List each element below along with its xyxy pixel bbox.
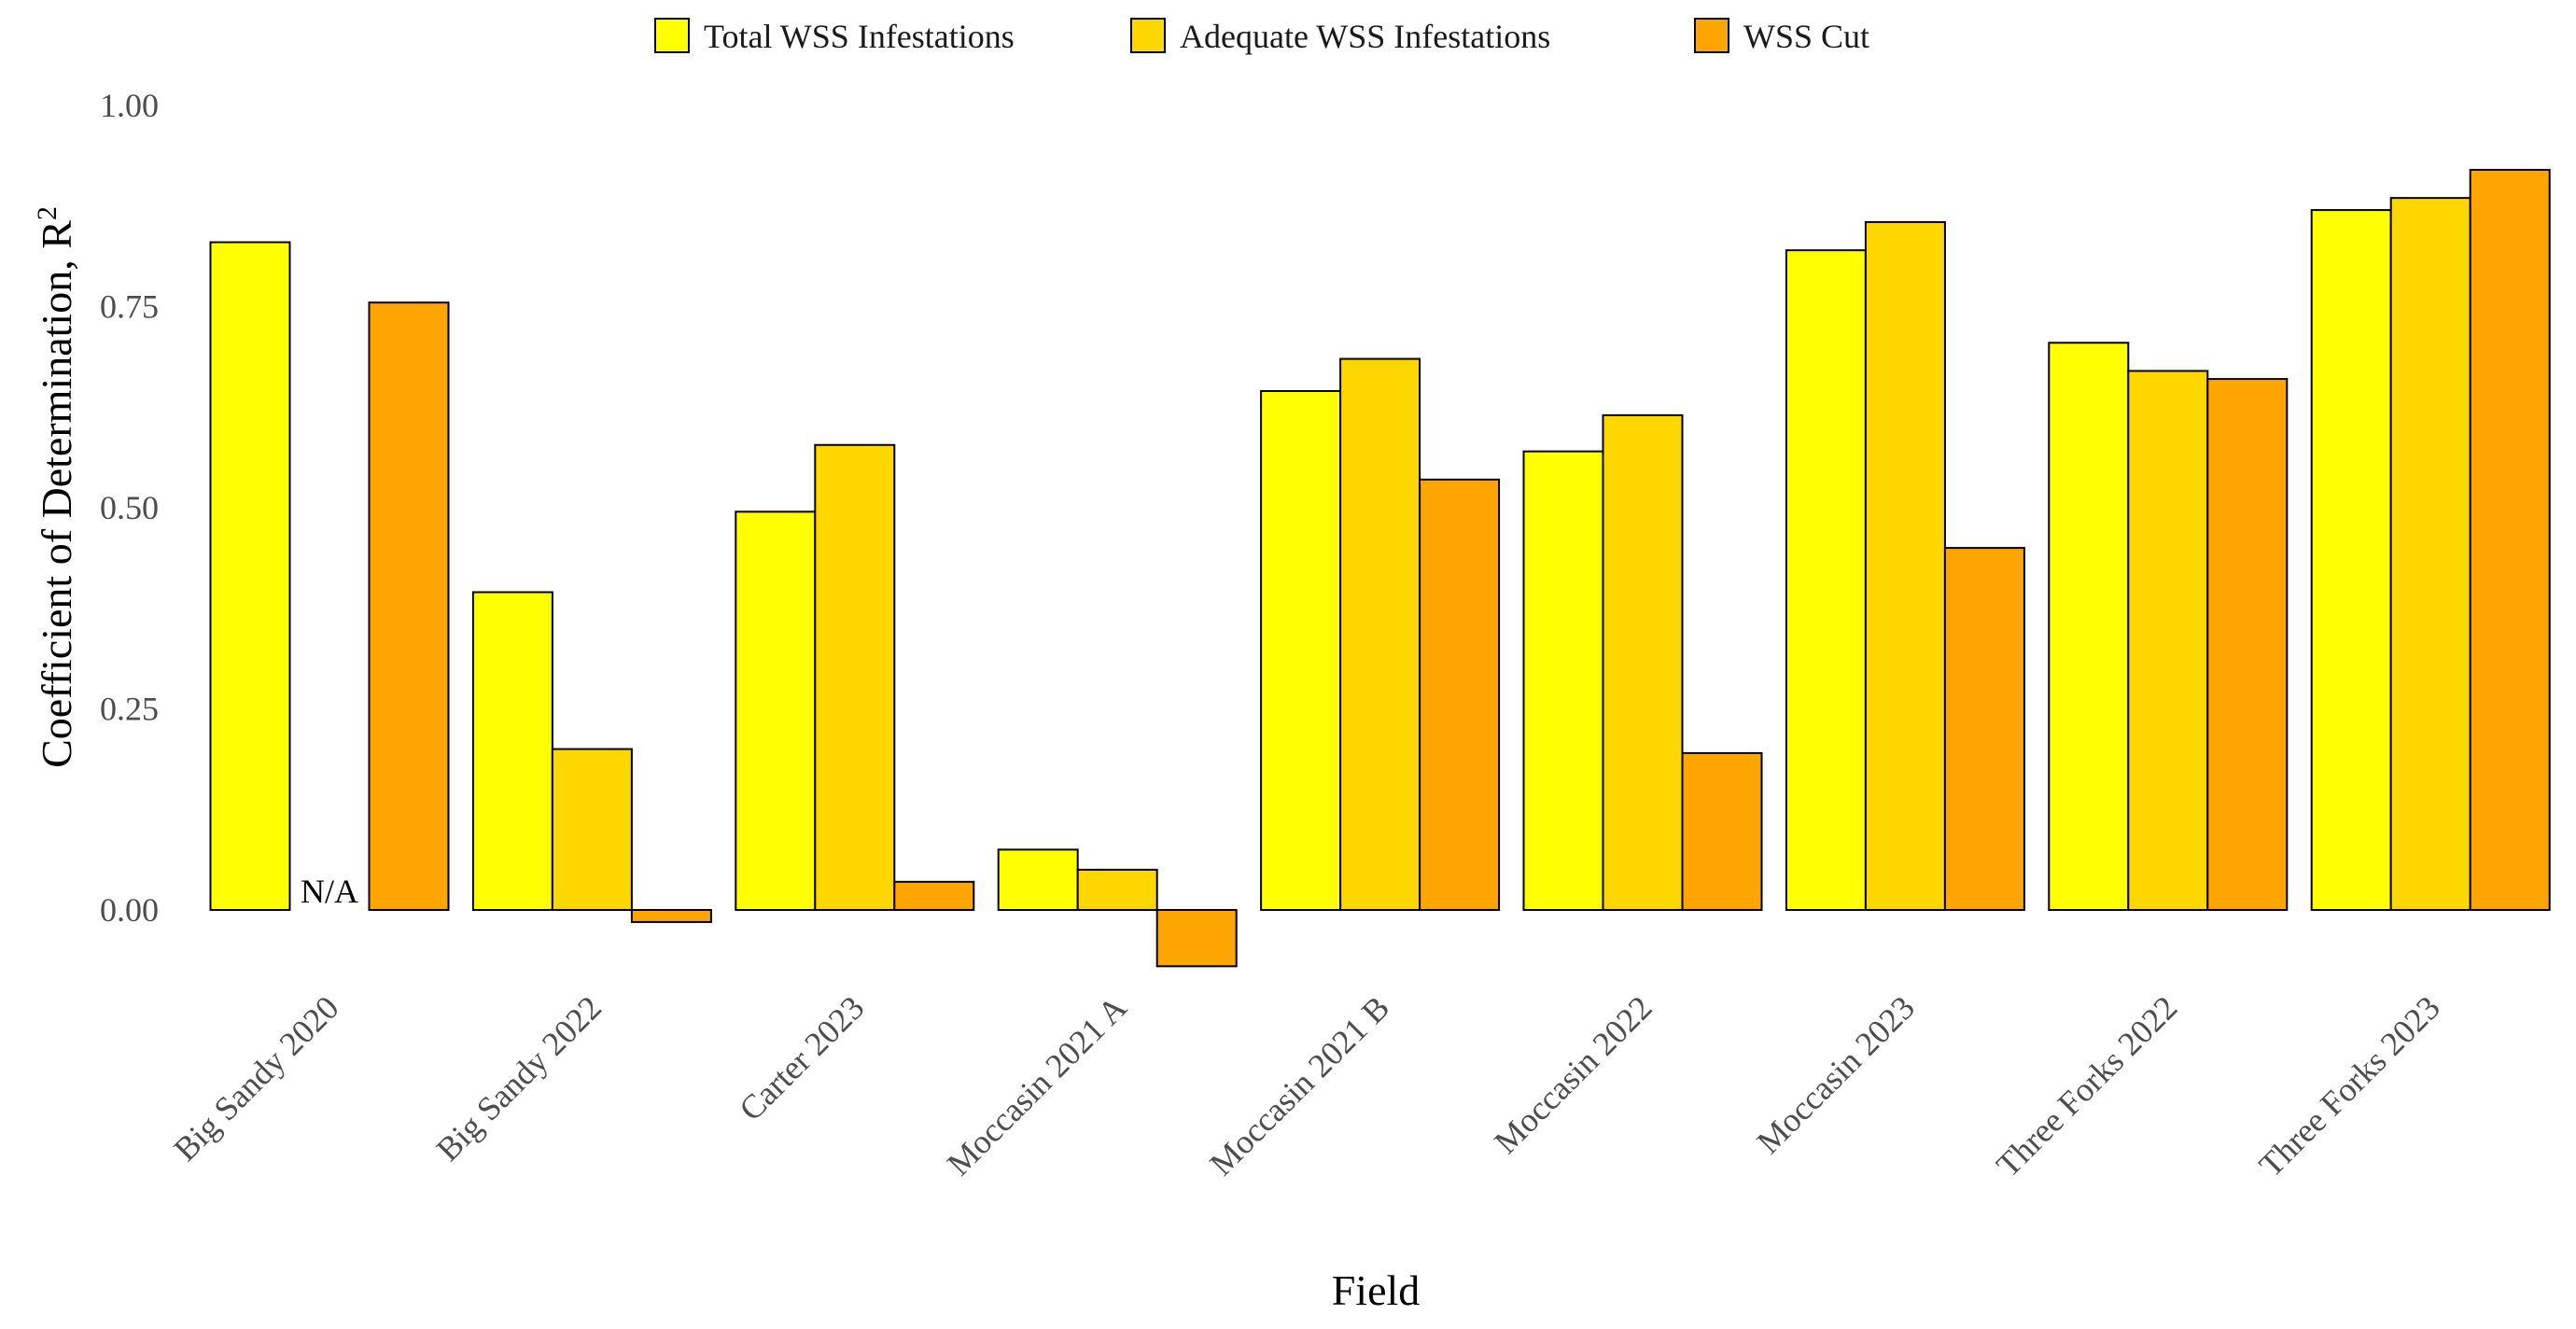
bar-wss-cut [2469, 168, 2551, 911]
bar-wss-cut [1943, 547, 2025, 911]
bar-wss-cut [2206, 378, 2289, 911]
legend: Total WSS Infestations Adequate WSS Infes… [654, 18, 1869, 55]
y-tick-label: 1.00 [100, 87, 159, 124]
y-tick-label: 0.25 [100, 691, 159, 728]
x-tick-label: Big Sandy 2022 [429, 988, 609, 1168]
bar-adequate-wss-infestations [1076, 868, 1158, 912]
legend-label: Adequate WSS Infestations [1180, 18, 1550, 55]
x-tick-label: Carter 2023 [732, 988, 871, 1127]
x-tick-label: Moccasin 2022 [1487, 988, 1659, 1161]
y-tick-label: 0.00 [100, 891, 159, 929]
bar-adequate-wss-infestations [2127, 370, 2209, 911]
na-annotation: N/A [301, 873, 358, 910]
legend-label: WSS Cut [1743, 18, 1869, 55]
legend-label: Total WSS Infestations [704, 18, 1015, 55]
bar-wss-cut [893, 880, 975, 912]
bar-wss-cut [1681, 751, 1763, 911]
x-tick-label: Moccasin 2023 [1750, 988, 1923, 1161]
bar-adequate-wss-infestations [814, 443, 896, 911]
bar-wss-cut [1155, 909, 1238, 968]
x-tick-label: Moccasin 2021 A [940, 988, 1134, 1182]
x-tick-label: Moccasin 2021 B [1202, 988, 1396, 1182]
x-axis-title: Field [1332, 1266, 1421, 1314]
bars [209, 168, 2551, 968]
y-axis-title: Coefficient of Determination, R2 [32, 206, 80, 768]
bar-wss-cut [630, 909, 712, 923]
bar-total-wss-infestations [997, 848, 1079, 911]
legend-swatch [654, 18, 690, 53]
bar-total-wss-infestations [735, 511, 817, 911]
y-tick-label: 0.50 [100, 489, 159, 526]
bar-total-wss-infestations [1785, 249, 1867, 912]
bar-adequate-wss-infestations [2389, 197, 2471, 911]
x-tick-label: Big Sandy 2020 [166, 988, 345, 1168]
legend-swatch [1694, 18, 1729, 53]
y-axis-title-text: Coefficient of Determination, R [33, 220, 80, 768]
bar-total-wss-infestations [209, 241, 291, 912]
y-axis-ticks: 0.00 0.25 0.50 0.75 1.00 [100, 87, 159, 929]
bar-total-wss-infestations [1260, 390, 1342, 911]
bar-total-wss-infestations [471, 591, 553, 911]
x-tick-label: Three Forks 2022 [1989, 988, 2184, 1183]
x-axis-ticks: Big Sandy 2020 Big Sandy 2022 Carter 2023 M… [166, 988, 2447, 1183]
bar-adequate-wss-infestations [1602, 413, 1684, 911]
bar-total-wss-infestations [1522, 450, 1604, 911]
bar-adequate-wss-infestations [1864, 220, 1946, 912]
legend-swatch [1130, 18, 1166, 53]
x-tick-label: Three Forks 2023 [2252, 988, 2447, 1183]
bar-total-wss-infestations [2048, 342, 2130, 912]
bar-wss-cut [368, 301, 450, 911]
y-axis-title-superscript: 2 [32, 206, 63, 220]
bar-wss-cut [1419, 478, 1501, 912]
annotations: N/A [301, 873, 358, 910]
bar-adequate-wss-infestations [1339, 357, 1421, 911]
bar-adequate-wss-infestations [551, 748, 633, 911]
y-tick-label: 0.75 [100, 288, 159, 326]
bar-total-wss-infestations [2310, 209, 2392, 911]
